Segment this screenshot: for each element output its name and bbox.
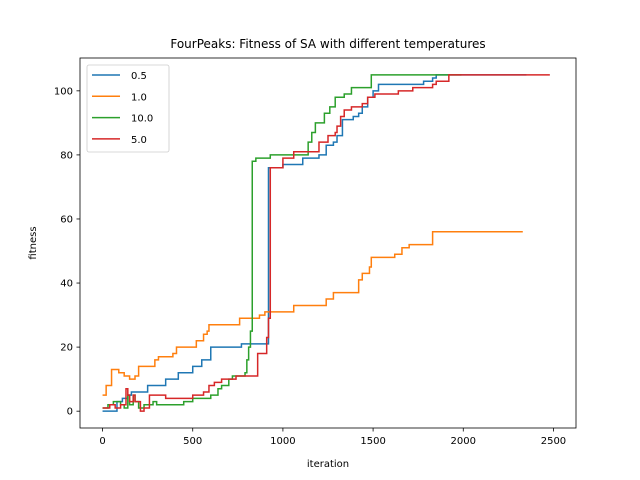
x-tick-label: 1500 [360,436,385,447]
chart-title: FourPeaks: Fitness of SA with different … [170,37,485,51]
x-axis-label: iteration [307,459,349,470]
y-tick-label: 0 [67,407,73,418]
x-tick-label: 1000 [270,436,295,447]
x-tick-label: 500 [183,436,202,447]
legend-label-1.0: 1.0 [131,92,147,103]
y-axis-label: fitness [28,226,39,259]
legend-label-10.0: 10.0 [131,114,153,125]
x-tick-label: 2000 [451,436,476,447]
legend: 0.5 1.0 10.0 5.0 [86,64,170,153]
series-line-1.0 [102,231,523,396]
series-line-0.5 [102,74,527,412]
x-tick-label: 0 [99,436,105,447]
y-tick-label: 20 [60,343,73,354]
legend-label-5.0: 5.0 [131,135,147,146]
legend-frame [86,64,170,153]
axes-frame [79,57,577,429]
series-lines [102,74,550,412]
y-tick-label: 80 [60,150,73,161]
y-tick-label: 100 [54,86,73,97]
y-axis-ticks: 0 20 40 60 80 100 [54,86,80,418]
y-tick-label: 40 [60,279,73,290]
legend-label-0.5: 0.5 [131,71,147,82]
x-tick-label: 2500 [541,436,566,447]
x-axis-ticks: 0 500 1000 1500 2000 2500 [99,428,566,447]
y-tick-label: 60 [60,214,73,225]
series-line-5.0 [102,74,550,412]
